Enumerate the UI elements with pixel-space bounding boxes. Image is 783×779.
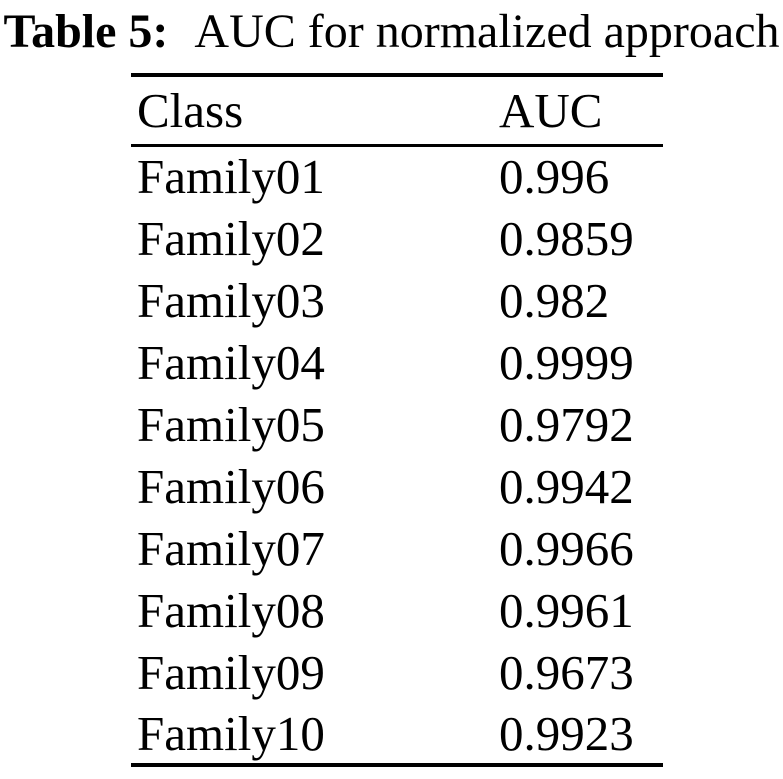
auc-cell: 0.9999 (499, 334, 634, 390)
class-cell: Family09 (137, 644, 325, 700)
table-row: Family05 0.9792 (131, 393, 663, 455)
header-row: Class AUC (131, 75, 663, 147)
table-row: Family06 0.9942 (131, 455, 663, 517)
table-header: Class AUC (131, 75, 663, 147)
table-body: Family01 0.996 Family02 0.9859 Family03 0.982… (131, 145, 663, 765)
table-row: Family02 0.9859 (131, 207, 663, 269)
class-cell: Family10 (137, 705, 325, 761)
class-cell: Family08 (137, 582, 325, 638)
caption-label: Table 5: (3, 5, 169, 58)
auc-cell: 0.9942 (499, 458, 634, 514)
header-class: Class (131, 75, 499, 147)
auc-cell: 0.9673 (499, 644, 634, 700)
class-cell: Family04 (137, 334, 325, 390)
class-cell: Family07 (137, 520, 325, 576)
class-cell: Family06 (137, 458, 325, 514)
auc-cell: 0.9792 (499, 396, 634, 452)
class-cell: Family03 (137, 272, 325, 328)
table-caption: Table 5: AUC for normalized approach (0, 0, 783, 60)
table-row: Family04 0.9999 (131, 331, 663, 393)
table-row: Family01 0.996 (131, 145, 663, 207)
auc-table: Class AUC Family01 0.996 Family02 0.9859 Fam… (131, 73, 663, 767)
class-cell: Family05 (137, 396, 325, 452)
auc-cell: 0.9961 (499, 582, 634, 638)
header-auc: AUC (499, 75, 663, 147)
table-row: Family07 0.9966 (131, 517, 663, 579)
auc-cell: 0.9923 (499, 705, 634, 761)
caption-text: AUC for normalized approach (194, 5, 780, 58)
table-row: Family08 0.9961 (131, 579, 663, 641)
auc-cell: 0.9966 (499, 520, 634, 576)
table-row: Family10 0.9923 (131, 703, 663, 765)
class-cell: Family02 (137, 210, 325, 266)
table-row: Family03 0.982 (131, 269, 663, 331)
auc-cell: 0.996 (499, 149, 610, 205)
class-cell: Family01 (137, 149, 325, 205)
auc-cell: 0.982 (499, 272, 610, 328)
auc-cell: 0.9859 (499, 210, 634, 266)
table-row: Family09 0.9673 (131, 641, 663, 703)
